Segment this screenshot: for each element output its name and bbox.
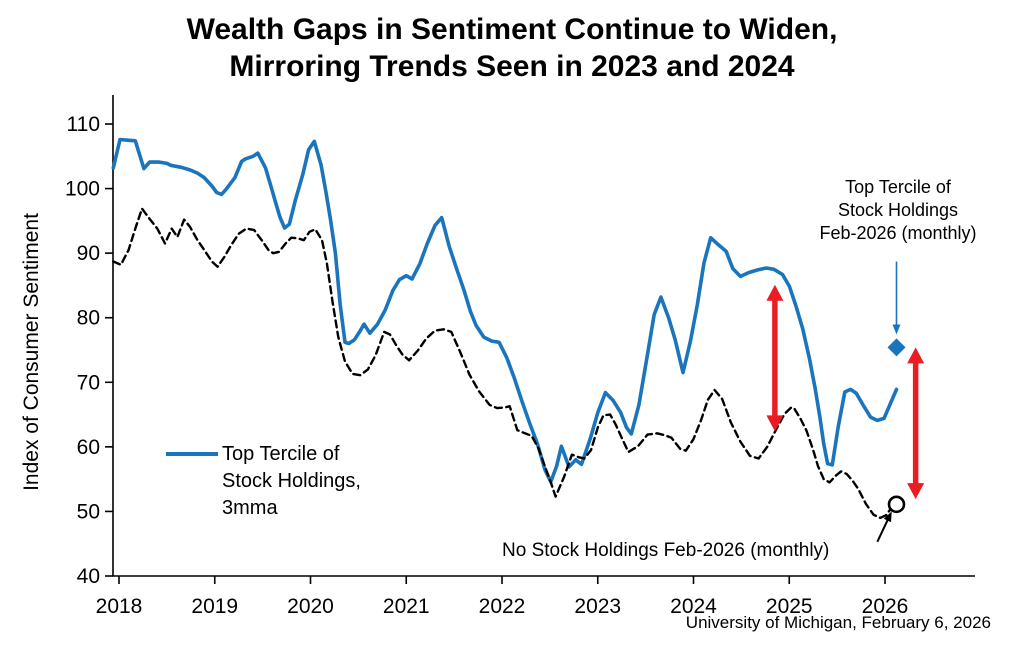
y-tick-label: 80 <box>77 307 100 330</box>
x-tick-label: 2018 <box>96 595 143 618</box>
source-note: University of Michigan, February 6, 2026 <box>685 613 991 632</box>
y-tick-label: 90 <box>77 242 100 265</box>
series-line-no-stock <box>112 207 893 520</box>
diamond-marker-top-tercile-feb2026 <box>887 338 906 357</box>
gap-arrow-head-up <box>766 284 784 301</box>
series-line-top-tercile <box>111 137 899 484</box>
x-tick-label: 2020 <box>287 595 334 618</box>
x-tick-label: 2021 <box>383 595 430 618</box>
y-tick-label: 50 <box>77 500 100 523</box>
x-tick-label: 2022 <box>479 595 526 618</box>
legend-label-top-tercile: Top Tercile of Stock Holdings, 3mma <box>222 443 361 519</box>
chart-title-line1: Wealth Gaps in Sentiment Continue to Wid… <box>186 13 838 46</box>
y-tick-label: 60 <box>77 436 100 459</box>
pointer-arrow-head <box>883 511 892 523</box>
annotation-no-stock-feb2026: No Stock Holdings Feb-2026 (monthly) <box>502 540 830 561</box>
x-tick-label: 2025 <box>766 595 813 618</box>
gap-arrow-head-down <box>907 483 925 500</box>
x-tick-label: 2026 <box>862 595 909 618</box>
x-tick-label: 2019 <box>191 595 238 618</box>
gap-arrow-head-down <box>766 415 784 432</box>
annotation-top-tercile-feb2026: Top Tercile of Stock Holdings Feb-2026 (… <box>819 177 977 243</box>
chart-title-line2: Mirroring Trends Seen in 2023 and 2024 <box>229 50 795 83</box>
pointer-arrow-head <box>892 324 901 335</box>
x-tick-label: 2023 <box>574 595 621 618</box>
gap-arrow-head-up <box>907 347 925 364</box>
legend-line-sample <box>166 452 218 456</box>
circle-marker-no-stock-feb2026 <box>887 495 906 514</box>
y-tick-label: 40 <box>77 565 100 588</box>
chart-title: Wealth Gaps in Sentiment Continue to Wid… <box>0 11 1024 85</box>
y-tick-label: 100 <box>65 178 100 201</box>
y-tick-label: 110 <box>67 113 100 136</box>
x-tick-label: 2024 <box>670 595 717 618</box>
y-tick-label: 70 <box>77 371 100 394</box>
y-axis-title: Index of Consumer Sentiment <box>20 213 43 491</box>
